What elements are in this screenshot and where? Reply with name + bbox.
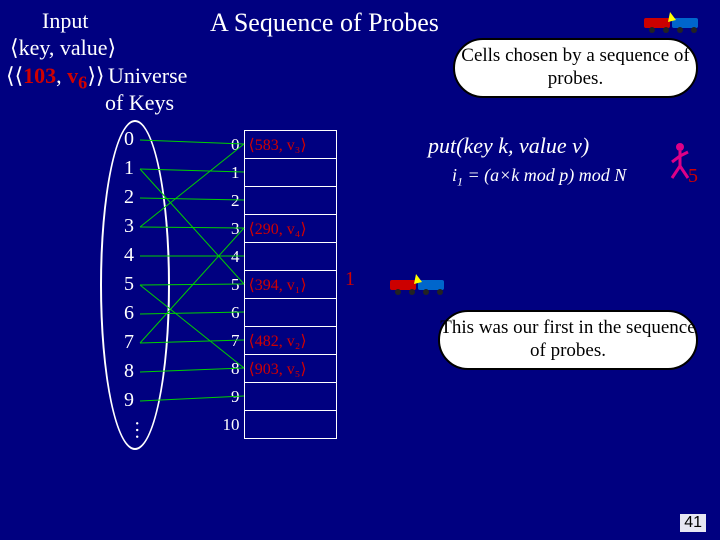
universe-number: 2 — [124, 183, 134, 212]
page-number: 41 — [680, 514, 706, 532]
table-row: 5⟨394, v₁⟩ — [220, 271, 336, 299]
row-index: 1 — [220, 159, 244, 187]
row-cell: ⟨903, v₅⟩ — [244, 355, 336, 383]
universe-number: 1 — [124, 154, 134, 183]
table-row: 0⟨583, v₃⟩ — [220, 131, 336, 159]
row-index: 6 — [220, 299, 244, 327]
table-row: 8⟨903, v₅⟩ — [220, 355, 336, 383]
ofkeys-label: of Keys — [105, 90, 174, 116]
universe-number: 8 — [124, 357, 134, 386]
table-row: 1 — [220, 159, 336, 187]
car-crash-icon — [642, 8, 702, 34]
probe-number-1: 1 — [345, 268, 355, 291]
universe-ellipse — [100, 120, 170, 450]
table-row: 9 — [220, 383, 336, 411]
row-index: 7 — [220, 327, 244, 355]
table-row: 4 — [220, 243, 336, 271]
universe-number: 4 — [124, 241, 134, 270]
row-index: 9 — [220, 383, 244, 411]
universe-number: 3 — [124, 212, 134, 241]
put-label: put(key k, value v) — [428, 133, 589, 159]
universe-number: 6 — [124, 299, 134, 328]
callout-top: Cells chosen by a sequence of probes. — [453, 38, 698, 98]
row-cell — [244, 187, 336, 215]
car-crash-icon — [388, 270, 448, 296]
table-row: 10 — [220, 411, 336, 439]
universe-number: 5 — [124, 270, 134, 299]
tuple-label: ⟨⟨103, v6⟩⟩ — [6, 63, 105, 93]
row-index: 0 — [220, 131, 244, 159]
row-cell — [244, 159, 336, 187]
formula: i1 = (a×k mod p) mod N — [452, 165, 626, 190]
row-cell — [244, 243, 336, 271]
table-row: 3⟨290, v₄⟩ — [220, 215, 336, 243]
row-cell — [244, 299, 336, 327]
table-row: 7⟨482, v₂⟩ — [220, 327, 336, 355]
row-index: 5 — [220, 271, 244, 299]
row-cell — [244, 383, 336, 411]
callout-bottom: This was our first in the sequence of pr… — [438, 310, 698, 370]
row-index: 3 — [220, 215, 244, 243]
row-cell: ⟨482, v₂⟩ — [244, 327, 336, 355]
row-cell: ⟨394, v₁⟩ — [244, 271, 336, 299]
table-row: 6 — [220, 299, 336, 327]
row-index: 8 — [220, 355, 244, 383]
row-index: 2 — [220, 187, 244, 215]
universe-numbers: 0123456789 — [124, 125, 134, 415]
input-label: Input — [42, 8, 88, 34]
universe-number: 0 — [124, 125, 134, 154]
ellipsis-icon: … — [130, 420, 153, 438]
row-index: 4 — [220, 243, 244, 271]
keyvalue-label: ⟨key, value⟩ — [10, 35, 116, 61]
row-cell: ⟨583, v₃⟩ — [244, 131, 336, 159]
row-index: 10 — [220, 411, 244, 439]
universe-label: Universe — [108, 63, 187, 89]
runner-icon — [668, 142, 692, 182]
row-cell: ⟨290, v₄⟩ — [244, 215, 336, 243]
universe-number: 9 — [124, 386, 134, 415]
hash-table: 0⟨583, v₃⟩123⟨290, v₄⟩45⟨394, v₁⟩67⟨482,… — [220, 130, 337, 439]
slide-title: A Sequence of Probes — [210, 8, 439, 38]
table-row: 2 — [220, 187, 336, 215]
row-cell — [244, 411, 336, 439]
universe-number: 7 — [124, 328, 134, 357]
